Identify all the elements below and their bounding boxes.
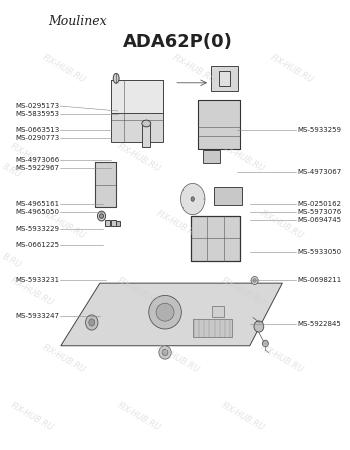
Text: FIX-HUB.RU: FIX-HUB.RU (41, 343, 87, 375)
Text: MS-4965161: MS-4965161 (15, 201, 59, 207)
Ellipse shape (99, 214, 104, 218)
Ellipse shape (113, 73, 119, 83)
Ellipse shape (97, 211, 106, 221)
Ellipse shape (85, 315, 98, 330)
Text: FIX-HUB.RU: FIX-HUB.RU (41, 53, 87, 85)
Bar (95, 162, 116, 207)
Text: Moulinex: Moulinex (48, 14, 106, 27)
Ellipse shape (191, 197, 194, 201)
Text: MS-4973067: MS-4973067 (297, 169, 341, 175)
Polygon shape (61, 283, 282, 346)
Ellipse shape (254, 321, 264, 332)
Ellipse shape (89, 319, 95, 326)
Text: FIX-HUB.RU: FIX-HUB.RU (41, 209, 87, 241)
Text: MS-5933229: MS-5933229 (15, 226, 59, 233)
Text: MS-5933247: MS-5933247 (15, 313, 59, 319)
Text: MS-0661225: MS-0661225 (15, 242, 59, 248)
Ellipse shape (162, 349, 168, 356)
Text: FIX-HUB.RU: FIX-HUB.RU (220, 142, 266, 174)
Text: FIX-HUB.RU: FIX-HUB.RU (8, 142, 55, 174)
Ellipse shape (149, 296, 181, 329)
Text: FIX-HUB.RU: FIX-HUB.RU (171, 53, 217, 85)
Text: FIX-HUB.RU: FIX-HUB.RU (259, 343, 306, 375)
Text: FIX-HUB.RU: FIX-HUB.RU (220, 401, 266, 433)
Ellipse shape (142, 120, 151, 127)
Text: MS-5922967: MS-5922967 (15, 165, 59, 171)
Bar (198, 100, 240, 149)
Ellipse shape (181, 184, 205, 215)
Text: FIX-HUB.RU: FIX-HUB.RU (116, 142, 162, 174)
Bar (105, 220, 110, 226)
Text: FIX-HUB.RU: FIX-HUB.RU (8, 401, 55, 433)
Text: B.RU: B.RU (1, 252, 23, 270)
Bar (212, 306, 224, 317)
Bar (211, 66, 238, 91)
Text: FIX-HUB.RU: FIX-HUB.RU (155, 343, 201, 375)
Text: FIX-HUB.RU: FIX-HUB.RU (8, 276, 55, 308)
Ellipse shape (262, 340, 268, 347)
Text: MS-4973066: MS-4973066 (15, 157, 59, 163)
Bar (111, 220, 116, 226)
Text: FIX-HUB.RU: FIX-HUB.RU (116, 401, 162, 433)
Bar (198, 100, 240, 149)
Text: MS-0250162: MS-0250162 (297, 201, 341, 207)
Text: MS-5835953: MS-5835953 (15, 111, 59, 117)
Text: MS-5973076: MS-5973076 (297, 209, 341, 215)
Bar (191, 216, 240, 261)
Ellipse shape (253, 279, 256, 282)
Text: FIX-HUB.RU: FIX-HUB.RU (259, 209, 306, 241)
Text: MS-0290773: MS-0290773 (15, 135, 59, 141)
Ellipse shape (156, 303, 174, 321)
Bar (95, 162, 116, 207)
Bar (193, 319, 232, 337)
Text: MS-0663513: MS-0663513 (15, 127, 59, 133)
Text: FIX-HUB.RU: FIX-HUB.RU (155, 209, 201, 241)
Ellipse shape (159, 346, 171, 359)
Bar (142, 124, 150, 147)
Bar (111, 80, 163, 142)
Text: 8.RU: 8.RU (1, 162, 23, 180)
Bar (116, 221, 120, 226)
Text: FIX-HUB.RU: FIX-HUB.RU (269, 53, 315, 85)
Text: FIX-HUB.RU: FIX-HUB.RU (220, 276, 266, 308)
Bar (219, 71, 230, 86)
Text: FIX-HUB.RU: FIX-HUB.RU (116, 276, 162, 308)
Text: MS-5933231: MS-5933231 (15, 277, 59, 283)
Text: MS-0694745: MS-0694745 (297, 216, 341, 223)
Text: ADA62P(0): ADA62P(0) (123, 33, 233, 51)
Ellipse shape (251, 276, 258, 284)
Text: MS-0295173: MS-0295173 (15, 103, 59, 109)
Text: MS-4965050: MS-4965050 (15, 209, 59, 215)
Text: MS-5922845: MS-5922845 (297, 321, 341, 327)
Bar (111, 80, 163, 113)
Bar (203, 150, 220, 163)
Text: MS-5933050: MS-5933050 (297, 249, 341, 255)
Text: MS-5933259: MS-5933259 (297, 127, 341, 133)
Text: MS-0698211: MS-0698211 (297, 278, 341, 284)
Bar (214, 187, 241, 205)
Bar (191, 216, 240, 261)
